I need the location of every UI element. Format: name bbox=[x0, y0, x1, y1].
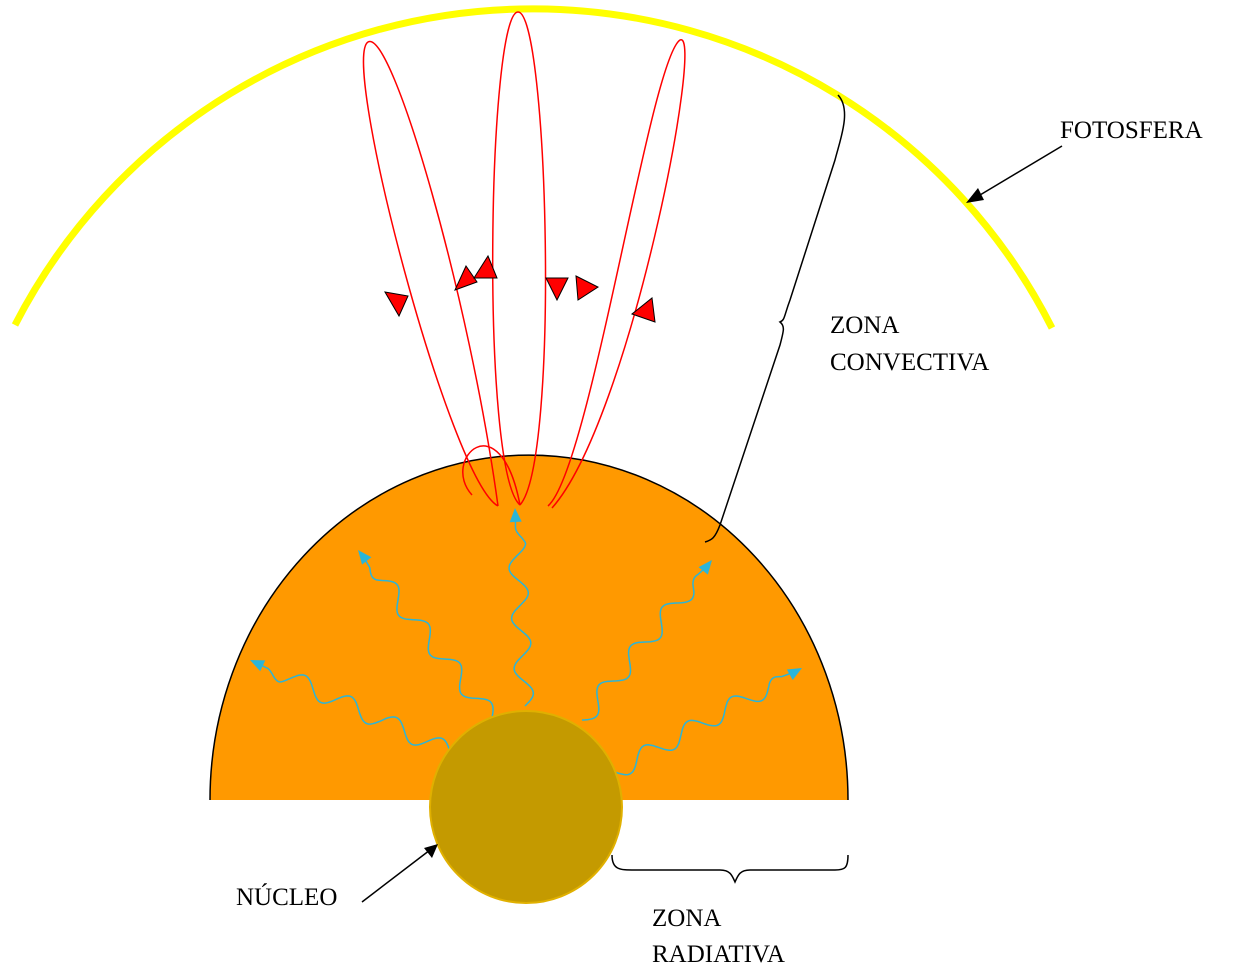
photosphere-pointer bbox=[975, 146, 1062, 198]
core bbox=[430, 711, 622, 903]
convection-arrowheads bbox=[385, 256, 655, 322]
radiative-label: ZONA bbox=[652, 905, 721, 932]
convective-label: ZONA bbox=[830, 312, 899, 339]
convection-loop bbox=[493, 12, 546, 505]
arrowhead bbox=[546, 278, 568, 300]
photosphere-label: FOTOSFERA bbox=[1060, 117, 1203, 144]
core-pointer bbox=[362, 850, 430, 902]
arrowhead bbox=[576, 276, 598, 300]
convective-brace bbox=[705, 95, 845, 542]
radiative-label: RADIATIVA bbox=[652, 941, 785, 968]
arrowhead bbox=[474, 256, 497, 278]
core-label: NÚCLEO bbox=[236, 883, 337, 911]
convective-label: CONVECTIVA bbox=[830, 349, 989, 376]
sun-diagram: FOTOSFERA ZONA CONVECTIVA NÚCLEO ZONA RA… bbox=[0, 0, 1249, 970]
arrowhead bbox=[966, 188, 984, 203]
convection-loops bbox=[364, 12, 685, 508]
arrowhead bbox=[385, 292, 408, 316]
convection-loop bbox=[548, 40, 685, 508]
radiative-brace bbox=[612, 855, 848, 882]
arrowhead bbox=[424, 844, 438, 858]
